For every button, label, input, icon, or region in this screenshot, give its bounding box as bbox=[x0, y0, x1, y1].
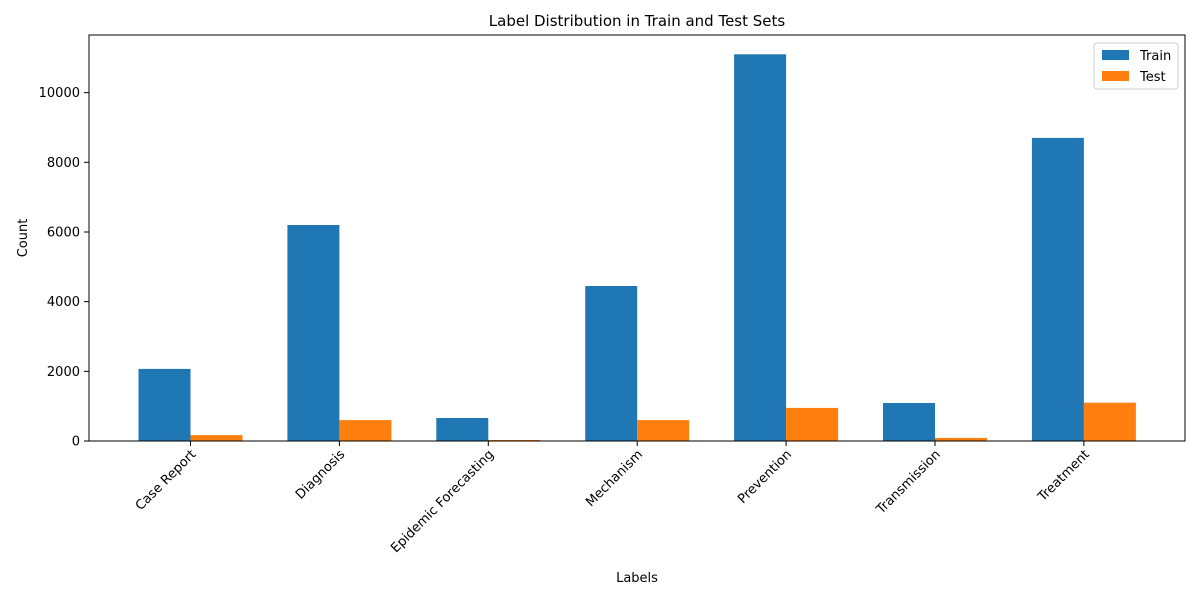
bar-train-epidemic-forecasting bbox=[436, 418, 489, 441]
legend: Train Test bbox=[1093, 42, 1179, 90]
bar-train-diagnosis bbox=[287, 225, 340, 441]
bar-test-prevention bbox=[786, 407, 839, 441]
legend-swatch-train bbox=[1102, 50, 1129, 60]
y-tick-label: 6000 bbox=[47, 225, 80, 240]
x-tick-label: Prevention bbox=[735, 447, 795, 507]
y-tick-label: 4000 bbox=[47, 295, 80, 310]
x-tick-label: Epidemic Forecasting bbox=[388, 447, 497, 556]
bar-train-transmission bbox=[883, 403, 935, 441]
y-tick-label: 0 bbox=[72, 435, 80, 450]
bar-test-transmission bbox=[935, 437, 987, 441]
bar-train-treatment bbox=[1031, 137, 1084, 441]
chart-title: Label Distribution in Train and Test Set… bbox=[489, 12, 786, 30]
x-axis-label: Labels bbox=[616, 571, 658, 586]
bar-test-case-report bbox=[190, 435, 243, 441]
bar-test-diagnosis bbox=[339, 420, 392, 441]
x-tick-label: Treatment bbox=[1035, 447, 1093, 505]
plot-area: 0 2000 4000 6000 8000 10000 Case Report Diagnos… bbox=[39, 34, 1186, 556]
y-tick-label: 10000 bbox=[39, 86, 80, 101]
legend-label-test: Test bbox=[1139, 70, 1166, 85]
x-tick-label: Mechanism bbox=[583, 447, 646, 510]
y-tick-label: 2000 bbox=[47, 365, 80, 380]
bar-train-mechanism bbox=[585, 286, 638, 441]
bar-train-prevention bbox=[734, 54, 787, 442]
bar-train-case-report bbox=[138, 368, 191, 441]
x-tick-label: Case Report bbox=[133, 447, 200, 514]
legend-swatch-test bbox=[1102, 71, 1129, 81]
bar-test-mechanism bbox=[637, 420, 690, 441]
x-tick-label: Diagnosis bbox=[293, 447, 348, 502]
bar-test-treatment bbox=[1083, 402, 1136, 441]
y-axis-label: Count bbox=[16, 219, 31, 258]
y-tick-label: 8000 bbox=[47, 156, 80, 171]
x-tick-label: Transmission bbox=[873, 447, 944, 518]
legend-label-train: Train bbox=[1139, 49, 1171, 64]
